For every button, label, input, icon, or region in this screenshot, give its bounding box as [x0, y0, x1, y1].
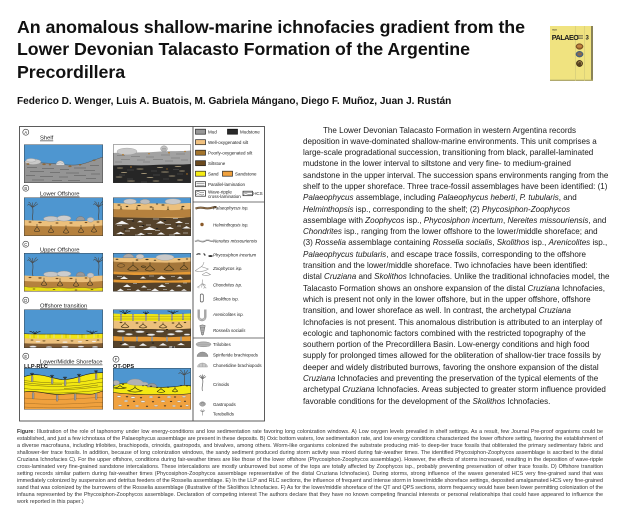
svg-text:B: B	[24, 186, 27, 191]
svg-text:ELS: ELS	[553, 30, 558, 32]
svg-text:A: A	[24, 130, 27, 135]
svg-text:Lower Offshore: Lower Offshore	[40, 192, 80, 198]
svg-text:D: D	[24, 298, 27, 303]
svg-text:Palaeophycus isp.: Palaeophycus isp.	[213, 206, 249, 211]
svg-text:Gastropods: Gastropods	[213, 402, 237, 407]
svg-text:Chondrites isp.: Chondrites isp.	[213, 283, 242, 288]
svg-text:LLP-RLC: LLP-RLC	[24, 364, 48, 370]
svg-text:....: ....	[553, 32, 555, 34]
svg-text:Zoophycos isp.: Zoophycos isp.	[212, 266, 243, 271]
svg-text:Terebellids: Terebellids	[213, 412, 235, 417]
svg-text:Nereites missouriensis: Nereites missouriensis	[213, 239, 258, 244]
svg-text:F: F	[115, 357, 118, 362]
svg-text:Phycosiphon incertum: Phycosiphon incertum	[213, 253, 257, 258]
svg-text:Shelf: Shelf	[40, 136, 54, 142]
svg-text:Crinoids: Crinoids	[213, 382, 230, 387]
svg-text:Arenicolites isp.: Arenicolites isp.	[212, 312, 244, 317]
svg-text:Wave-ripple: Wave-ripple	[208, 189, 232, 194]
svg-text:3: 3	[586, 36, 590, 42]
svg-text:Helminthopsis isp.: Helminthopsis isp.	[213, 223, 249, 228]
svg-text:E: E	[24, 354, 27, 359]
svg-text:QT-QPS: QT-QPS	[113, 364, 134, 370]
svg-text:PALAEO: PALAEO	[552, 34, 580, 42]
svg-text:Mud: Mud	[208, 129, 217, 134]
svg-text:Offshore transition: Offshore transition	[40, 304, 87, 310]
svg-text:Spiriferide brachiopods: Spiriferide brachiopods	[213, 353, 259, 358]
svg-text:Chonetidine brachiopods: Chonetidine brachiopods	[213, 363, 262, 368]
svg-text:Sandstone: Sandstone	[235, 171, 257, 176]
svg-text:Sand: Sand	[208, 171, 219, 176]
svg-text:Rosselia socialis: Rosselia socialis	[213, 328, 246, 333]
svg-text:Poorly-oxygenated silt: Poorly-oxygenated silt	[208, 150, 253, 155]
svg-text:Upper Offshore: Upper Offshore	[40, 248, 80, 254]
svg-text:Skolithos isp.: Skolithos isp.	[213, 297, 239, 302]
svg-text:Siltstone: Siltstone	[208, 161, 226, 166]
svg-text:C: C	[24, 242, 27, 247]
svg-text:cross-lamination: cross-lamination	[208, 194, 241, 199]
svg-text:Trilobites: Trilobites	[213, 342, 231, 347]
svg-text:Parallel-lamination: Parallel-lamination	[208, 182, 246, 187]
svg-text:Mudstone: Mudstone	[240, 129, 260, 134]
svg-text:Lower/Middle Shoreface: Lower/Middle Shoreface	[40, 360, 103, 366]
svg-text:Well-oxygenated silt: Well-oxygenated silt	[208, 140, 249, 145]
svg-text:HCS: HCS	[253, 191, 263, 196]
